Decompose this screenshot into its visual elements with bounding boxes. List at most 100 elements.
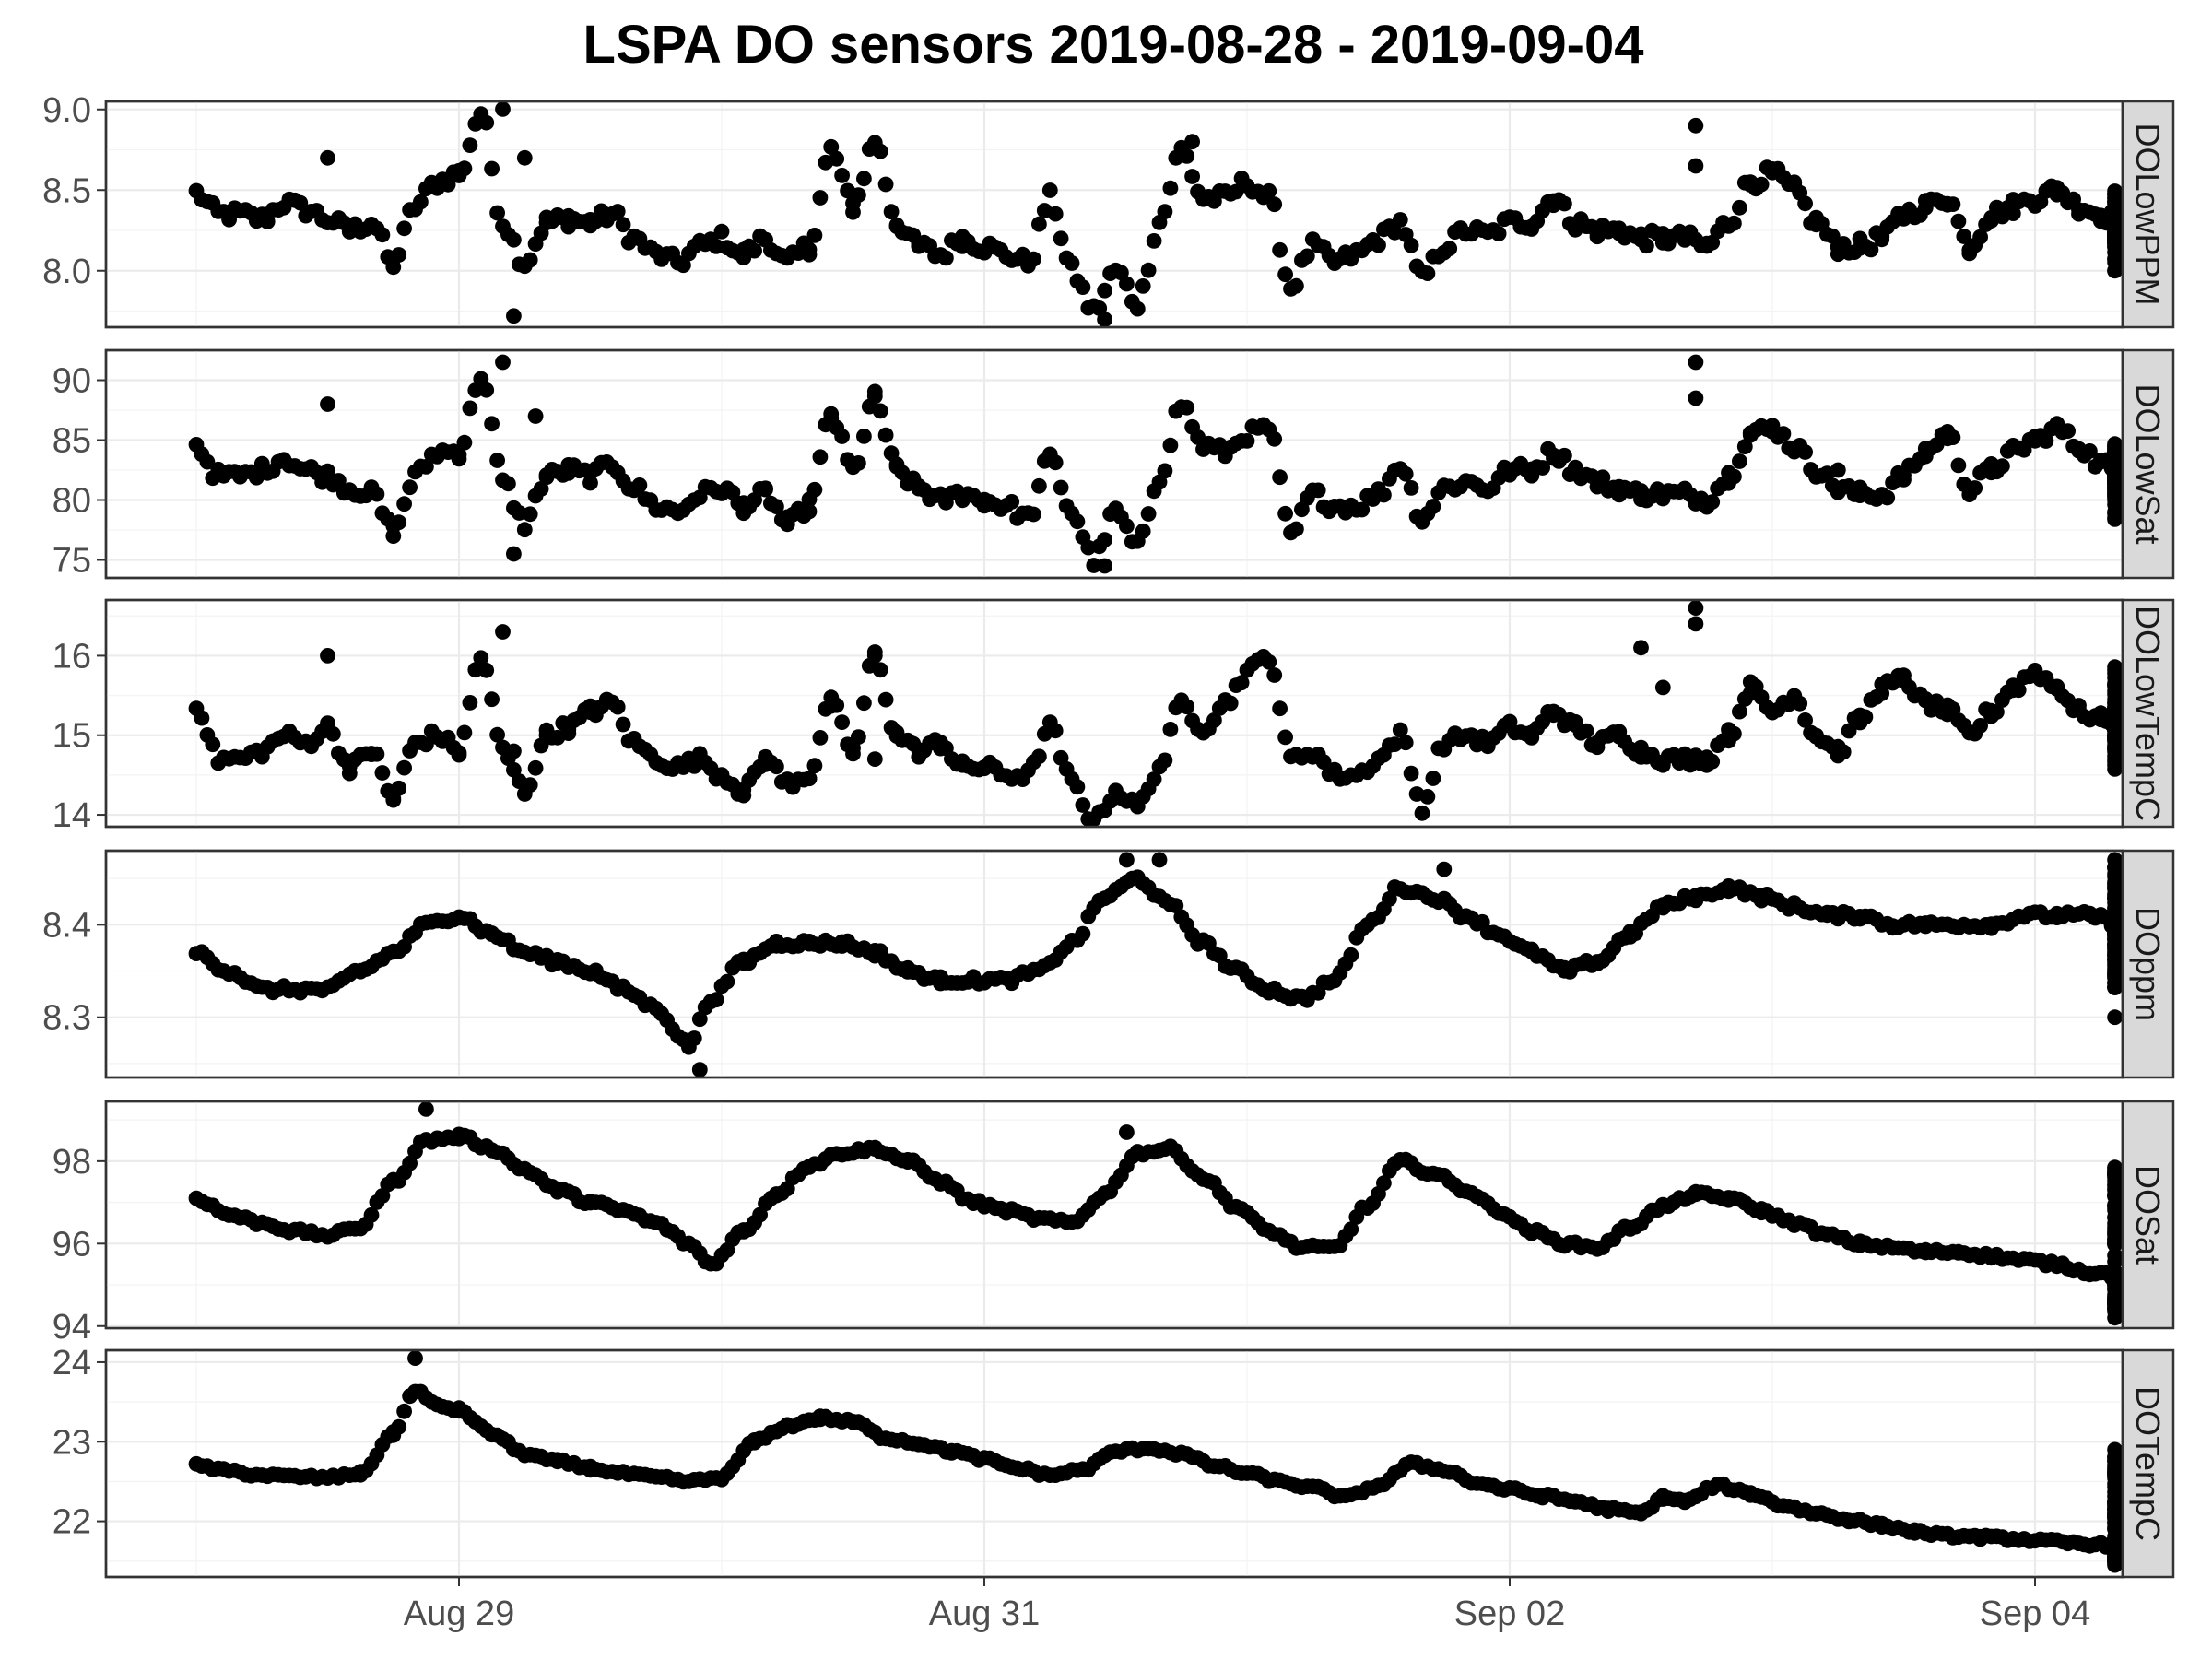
data-point [713, 223, 730, 240]
facet-strip [2121, 1348, 2175, 1579]
data-point [1732, 453, 1747, 469]
series-points-dotempc [188, 1350, 2124, 1573]
data-point [883, 204, 900, 220]
data-point [1425, 499, 1441, 514]
data-point [1797, 712, 1813, 728]
data-point [877, 427, 894, 443]
data-point [1146, 233, 1162, 249]
data-point [1830, 239, 1846, 254]
data-point [1053, 230, 1069, 247]
data-point [1557, 447, 1572, 464]
series-points-dolowsat [188, 354, 2124, 574]
data-point [872, 143, 888, 159]
data-point [2107, 732, 2124, 747]
data-point [1261, 182, 1277, 199]
y-tick-label: 85 [53, 422, 91, 461]
data-point [484, 691, 500, 708]
data-point [834, 168, 850, 183]
series-points-dosat [188, 1101, 2124, 1326]
data-point [495, 101, 511, 117]
data-point [877, 176, 894, 193]
data-point [719, 973, 735, 990]
data-point [1053, 479, 1069, 496]
data-point [1382, 891, 1397, 907]
facet-strip-label: DOSat [2129, 1165, 2167, 1265]
data-point [769, 499, 784, 514]
data-point [418, 459, 434, 475]
data-point [320, 648, 335, 664]
data-point [1594, 469, 1611, 486]
y-tick-label: 8.4 [42, 906, 91, 945]
data-point [527, 408, 544, 424]
data-point [1797, 195, 1813, 212]
data-point [385, 259, 402, 276]
data-point [473, 650, 489, 666]
data-point [691, 1062, 708, 1077]
data-point [396, 1403, 412, 1419]
data-point [516, 149, 533, 166]
data-point [1097, 532, 1112, 547]
y-tick-label: 8.3 [42, 999, 91, 1038]
data-point [1277, 729, 1293, 746]
data-point [1140, 506, 1157, 522]
data-point [506, 308, 522, 324]
data-point [747, 242, 762, 259]
data-point [1419, 789, 1436, 805]
data-point [872, 662, 888, 678]
data-point [1392, 212, 1408, 228]
data-point [2060, 423, 2077, 439]
data-point [1031, 477, 1047, 494]
data-point [1797, 444, 1813, 460]
data-point [1753, 176, 1770, 193]
data-point [1031, 216, 1047, 232]
data-point [1557, 195, 1572, 212]
data-point [1261, 653, 1277, 670]
data-point [331, 473, 347, 488]
data-point [851, 455, 866, 471]
data-point [1633, 640, 1649, 656]
data-point [1119, 1124, 1135, 1140]
data-point [391, 780, 407, 796]
data-point [2107, 852, 2124, 868]
y-tick-label: 23 [53, 1423, 91, 1462]
data-point [615, 716, 631, 733]
data-point [1994, 458, 2010, 475]
data-point [1157, 463, 1173, 479]
data-point [691, 1011, 708, 1028]
y-tick-label: 14 [53, 796, 91, 835]
data-point [194, 710, 210, 726]
panel-background [104, 100, 2124, 329]
data-point [560, 725, 577, 741]
data-point [205, 736, 221, 753]
data-point [1376, 1175, 1392, 1192]
facet-panel-dosat: 94 96 98 DOSat [53, 1100, 2175, 1347]
data-point [2107, 480, 2124, 497]
data-point [522, 506, 538, 523]
data-point [2038, 433, 2054, 449]
data-point [1075, 797, 1091, 813]
data-point [396, 759, 412, 776]
y-tick-label: 15 [53, 717, 91, 756]
data-point [1972, 718, 1989, 734]
data-point [2005, 206, 2021, 222]
y-tick-label: 80 [53, 482, 91, 521]
data-point [1047, 454, 1064, 471]
data-point [199, 453, 216, 470]
data-point [1179, 699, 1195, 715]
data-point [1272, 469, 1288, 486]
y-tick-label: 96 [53, 1225, 91, 1264]
data-point [1354, 501, 1371, 518]
y-tick-label: 16 [53, 637, 91, 676]
data-point [1206, 712, 1222, 728]
data-point [806, 228, 823, 243]
data-point [1064, 255, 1080, 271]
data-point [866, 751, 883, 767]
data-point [2107, 1009, 2124, 1026]
data-point [1047, 206, 1064, 222]
facet-panel-dolowtempc: 14 15 16 DOLowTempC [53, 598, 2175, 835]
data-point [1490, 226, 1507, 241]
data-point [1879, 489, 1896, 506]
data-point [1233, 675, 1250, 691]
data-point [1726, 725, 1742, 742]
